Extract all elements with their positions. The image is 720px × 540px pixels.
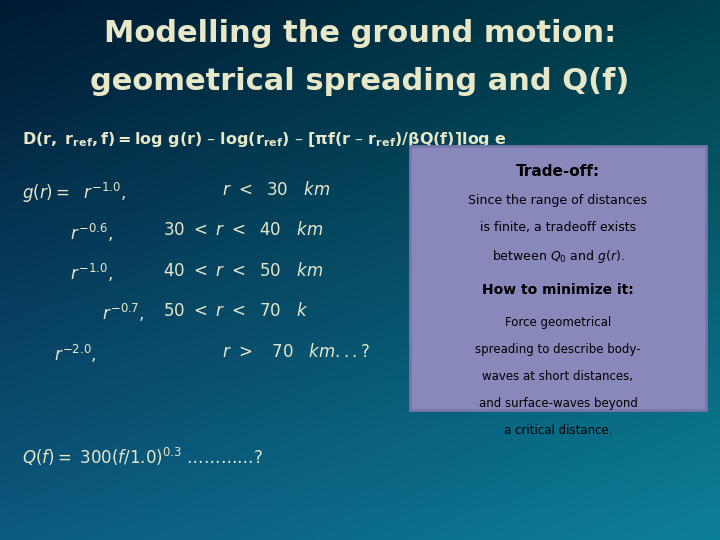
- Text: spreading to describe body-: spreading to describe body-: [475, 343, 641, 356]
- Text: $\quad\quad\quad r^{-1.0},$: $\quad\quad\quad r^{-1.0},$: [22, 262, 112, 284]
- Text: $\ 50\ <\ r\ <\ \ 70\quad k$: $\ 50\ <\ r\ <\ \ 70\quad k$: [158, 302, 309, 320]
- Text: $\quad\quad\quad r^{-0.6},$: $\quad\quad\quad r^{-0.6},$: [22, 221, 112, 244]
- Text: $\bf{D(r,\ r_{ref},f)=log\ g(r)\ –\ log(r_{ref})\ –\ [\pi f(r\ –\ r_{ref})/\beta: $\bf{D(r,\ r_{ref},f)=log\ g(r)\ –\ log(…: [22, 130, 506, 148]
- Text: between $Q_0$ and $g(r)$.: between $Q_0$ and $g(r)$.: [492, 248, 624, 265]
- Text: $\ 30\ <\ r\ <\ \ 40\quad km$: $\ 30\ <\ r\ <\ \ 40\quad km$: [158, 221, 323, 239]
- Text: waves at short distances,: waves at short distances,: [482, 370, 634, 383]
- Text: $\quad\quad\quad\quad\quad r^{-0.7},$: $\quad\quad\quad\quad\quad r^{-0.7},$: [22, 302, 144, 325]
- Text: a critical distance.: a critical distance.: [504, 424, 612, 437]
- Text: is finite, a tradeoff exists: is finite, a tradeoff exists: [480, 221, 636, 234]
- Text: Force geometrical: Force geometrical: [505, 316, 611, 329]
- Text: $\quad\quad\quad\quad r\ <\ \ 30\quad km$: $\quad\quad\quad\quad r\ <\ \ 30\quad km…: [158, 181, 330, 199]
- FancyBboxPatch shape: [410, 146, 706, 410]
- Text: geometrical spreading and Q(f): geometrical spreading and Q(f): [90, 68, 630, 97]
- Text: $\quad\quad r^{-2.0},$: $\quad\quad r^{-2.0},$: [22, 343, 96, 365]
- Text: $g(r)=\ \ r^{-1.0},$: $g(r)=\ \ r^{-1.0},$: [22, 181, 125, 205]
- Text: Since the range of distances: Since the range of distances: [469, 194, 647, 207]
- Text: $\ 40\ <\ r\ <\ \ 50\quad km$: $\ 40\ <\ r\ <\ \ 50\quad km$: [158, 262, 323, 280]
- Text: $\quad\quad\quad\quad r\ >\quad 70\quad km...$?: $\quad\quad\quad\quad r\ >\quad 70\quad …: [158, 343, 371, 361]
- Text: and surface-waves beyond: and surface-waves beyond: [479, 397, 637, 410]
- Text: Modelling the ground motion:: Modelling the ground motion:: [104, 19, 616, 48]
- Text: How to minimize it:: How to minimize it:: [482, 284, 634, 298]
- Text: Trade-off:: Trade-off:: [516, 164, 600, 179]
- Text: $Q(f)=\ 300(f/1.0)^{0.3}\ \ldots\ldots\ldots\ldots?$: $Q(f)=\ 300(f/1.0)^{0.3}\ \ldots\ldots\l…: [22, 446, 263, 468]
